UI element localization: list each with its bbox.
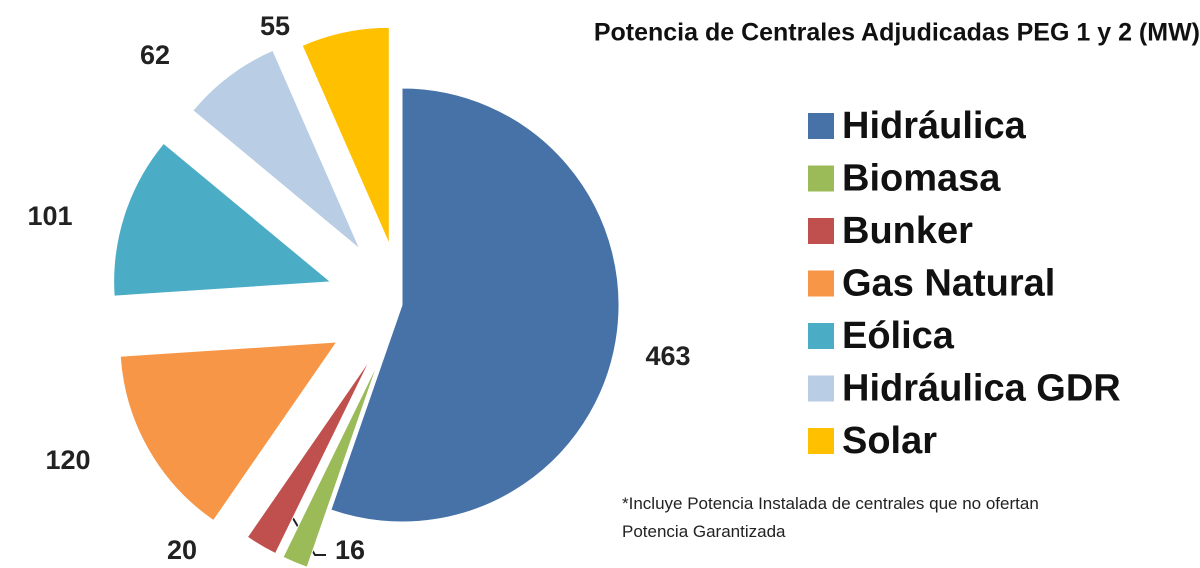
legend-swatch	[808, 375, 834, 402]
data-label: 120	[45, 445, 90, 475]
note-box: *Incluye Potencia Instalada de centrales…	[622, 494, 1039, 541]
data-label: 101	[27, 201, 72, 231]
legend-label: Eólica	[842, 315, 955, 357]
data-label: 16	[335, 535, 365, 565]
pie-slice	[113, 142, 332, 297]
pie-slice	[282, 362, 379, 568]
pie-slice	[192, 49, 361, 250]
legend-label: Hidráulica GDR	[842, 368, 1121, 410]
data-label: 20	[167, 535, 197, 565]
data-label: 62	[140, 40, 170, 70]
data-label: 463	[645, 341, 690, 371]
note: *Incluye Potencia Instalada de centrales…	[622, 494, 1039, 541]
legend-swatch	[808, 165, 834, 192]
pie-slice	[246, 358, 372, 555]
pie-slice	[301, 26, 390, 245]
legend-swatch	[808, 323, 834, 349]
pie-slice	[119, 341, 338, 522]
legend-swatch	[808, 218, 834, 244]
legend-label: Solar	[842, 420, 937, 462]
data-label: 55	[260, 11, 290, 41]
legend-label: Hidráulica	[842, 105, 1027, 147]
legend-label: Bunker	[842, 210, 973, 252]
legend-swatch	[808, 270, 834, 297]
legend-label: Gas Natural	[842, 263, 1055, 305]
legend-label: Biomasa	[842, 158, 1001, 200]
chart-title: Potencia de Centrales Adjudicadas PEG 1 …	[594, 19, 1200, 47]
pie-slice	[330, 87, 620, 523]
legend-swatch	[808, 428, 834, 454]
legend-swatch	[808, 113, 834, 139]
